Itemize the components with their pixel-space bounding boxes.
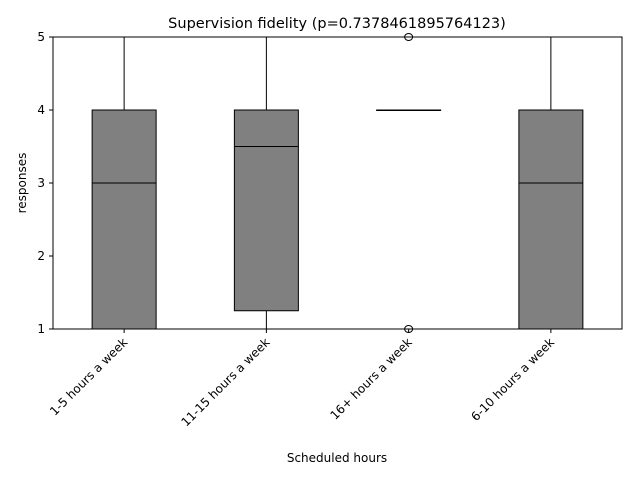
y-tick-label: 1 (37, 322, 45, 336)
box-group (233, 36, 299, 330)
y-tick-label: 2 (37, 249, 45, 263)
x-axis: 1-5 hours a week 11-15 hours a week 16+ ho… (47, 329, 557, 429)
y-tick-label: 4 (37, 103, 45, 117)
box (233, 109, 299, 312)
box (518, 109, 584, 330)
box-group (376, 33, 442, 333)
y-axis-label: responses (15, 153, 29, 214)
y-tick-label: 5 (37, 30, 45, 44)
x-tick-label: 1-5 hours a week (47, 335, 130, 418)
chart-title: Supervision fidelity (p=0.73784618957641… (168, 16, 506, 32)
x-tick-label: 16+ hours a week (327, 335, 414, 422)
box-group (91, 36, 157, 330)
x-tick-label: 11-15 hours a week (178, 335, 272, 429)
plot-area (91, 33, 584, 333)
box-group (518, 36, 584, 330)
x-tick-label: 6-10 hours a week (468, 335, 557, 424)
box (91, 109, 157, 330)
y-axis: 1 2 3 4 5 (37, 30, 53, 336)
y-tick-label: 3 (37, 176, 45, 190)
x-axis-label: Scheduled hours (287, 451, 387, 465)
